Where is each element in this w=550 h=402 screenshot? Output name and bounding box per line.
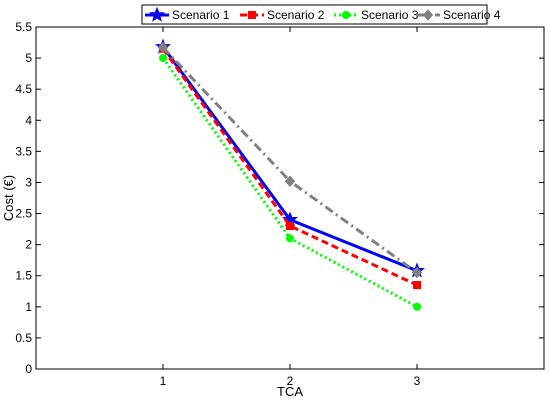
x-axis: 1 2 3 [160,27,421,388]
y-tick-label: 0.5 [15,331,32,345]
y-tick-label: 2 [25,238,32,252]
x-axis-title: TCA [277,384,303,399]
y-tick-label: 1 [25,300,32,314]
legend: Scenario 1 Scenario 2 Scenario 3 Scenario 4 [141,4,501,25]
data-point [411,266,423,279]
y-tick-label: 3.5 [15,144,32,158]
data-point [286,234,294,243]
plot-area [35,26,545,370]
legend-label: Scenario 4 [443,8,501,22]
x-tick-label: 2 [287,374,294,388]
y-tick-label: 5.5 [15,20,32,34]
legend-label: Scenario 3 [361,8,419,22]
x-tick-label: 3 [414,374,421,388]
y-tick-label: 1.5 [15,269,32,283]
y-axis: 0 0.5 1 1.5 2 2.5 3 3.5 4 4.5 5 5.5 [15,20,544,376]
data-point [413,281,421,290]
legend-marker [342,11,350,19]
y-tick-label: 0 [25,362,32,376]
data-point [286,221,294,230]
y-tick-label: 2.5 [15,207,32,221]
series-3 [159,54,421,311]
series-line [161,47,418,287]
series-layer [155,38,425,311]
data-point [159,54,167,63]
data-point [413,302,421,311]
y-tick-label: 5 [25,51,32,65]
y-tick-label: 4 [25,113,32,127]
y-axis-title: Cost (€) [1,175,16,221]
data-point [157,41,169,54]
series-4 [157,41,423,279]
legend-label: Scenario 2 [267,8,325,22]
x-tick-label: 1 [160,374,167,388]
legend-label: Scenario 1 [172,8,230,22]
legend-box [141,4,488,25]
legend-marker [422,9,434,21]
y-tick-label: 3 [25,175,32,189]
data-point [284,175,296,187]
y-tick-label: 4.5 [15,82,32,96]
legend-marker [248,11,256,19]
legend-marker [149,6,165,22]
